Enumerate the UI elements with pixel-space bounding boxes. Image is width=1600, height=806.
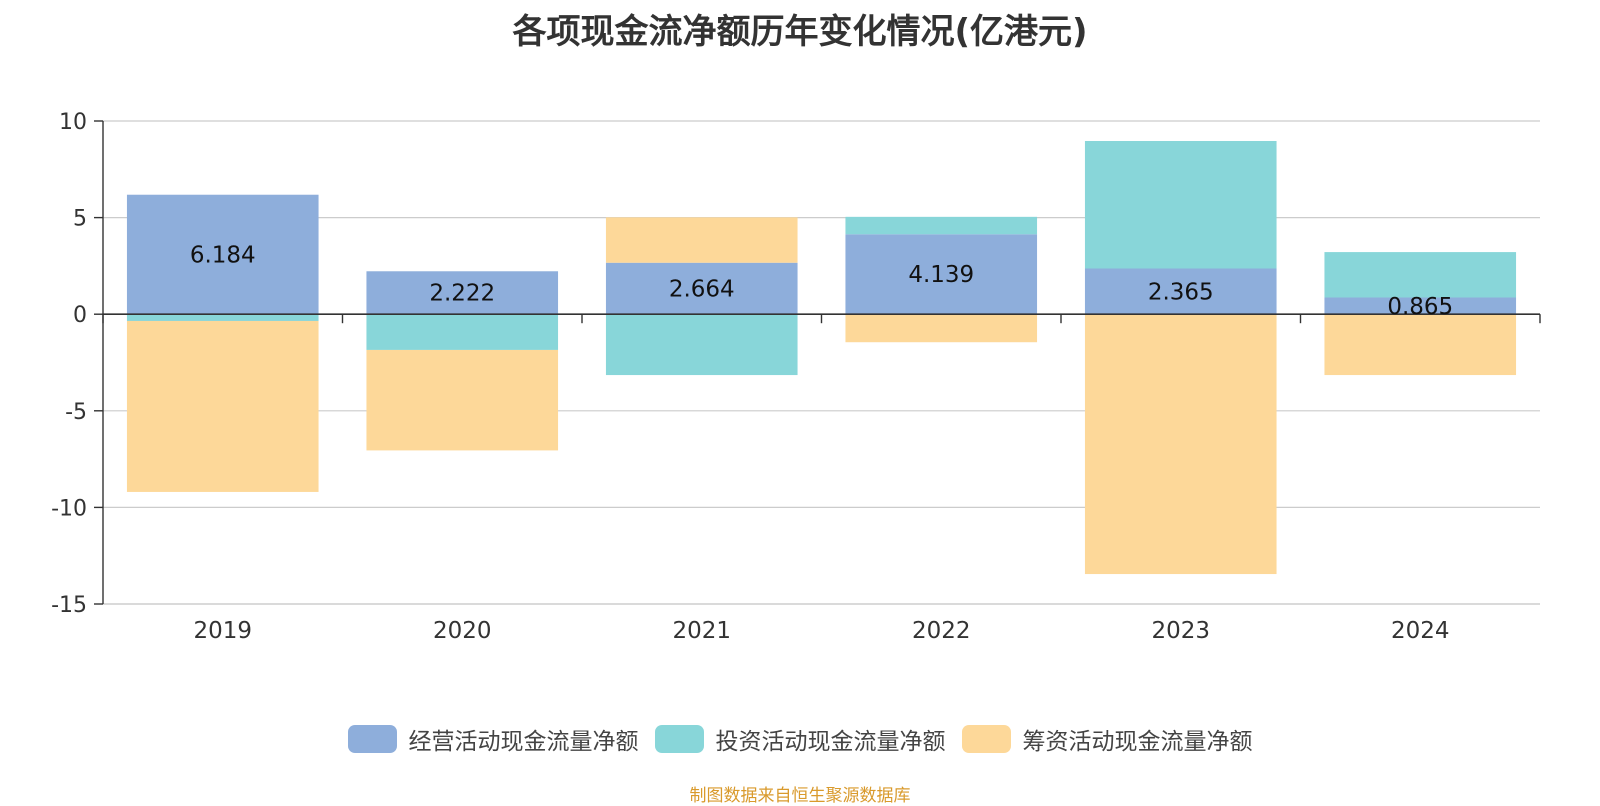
x-tick-label: 2021 — [672, 618, 731, 644]
data-labels: 6.184 2.222 2.664 4.139 2.365 0.865 — [190, 242, 1453, 319]
legend-swatch — [654, 725, 704, 753]
y-tick-label: -5 — [65, 400, 87, 425]
source-note: 制图数据来自恒生聚源数据库 — [689, 786, 911, 806]
bar-1-2023 — [1084, 140, 1277, 269]
legend-item[interactable]: 投资活动现金流量净额 — [654, 722, 946, 756]
bar-1-2021 — [605, 314, 798, 376]
bar-2-2024 — [1324, 314, 1517, 376]
bar-1-2019 — [126, 314, 319, 321]
data-label: 2.365 — [1148, 279, 1214, 305]
y-tick-label: -15 — [51, 593, 87, 618]
x-tick-label: 2023 — [1151, 618, 1210, 644]
data-label: 4.139 — [908, 262, 974, 288]
bar-0-2020 — [366, 271, 559, 315]
legend-label: 经营活动现金流量净额 — [408, 729, 639, 755]
legend-item[interactable]: 筹资活动现金流量净额 — [961, 722, 1253, 756]
y-tick-label: 0 — [73, 303, 87, 328]
bar-0-2022 — [845, 234, 1038, 315]
x-tick-label: 2024 — [1391, 618, 1450, 644]
bar-0-2021 — [605, 262, 798, 315]
legend: 经营活动现金流量净额 投资活动现金流量净额 筹资活动现金流量净额 — [0, 722, 1600, 756]
bar-1-2020 — [366, 314, 559, 350]
bar-2-2021 — [605, 217, 798, 263]
legend-label: 投资活动现金流量净额 — [715, 729, 946, 755]
axes: 10 5 0 -5 -10 -15 2019 2020 2021 2022 2023 2024 — [51, 110, 1541, 644]
bar-2-2019 — [126, 320, 319, 492]
bar-0-2023 — [1084, 268, 1277, 315]
bars — [126, 140, 1517, 575]
y-tick-label: -10 — [51, 496, 87, 521]
bar-2-2023 — [1084, 314, 1277, 575]
bar-2-2022 — [845, 314, 1038, 343]
x-tick-label: 2022 — [912, 618, 971, 644]
data-label: 2.222 — [429, 281, 495, 307]
y-tick-label: 10 — [59, 110, 87, 135]
data-label: 6.184 — [190, 242, 256, 268]
bar-0-2024 — [1324, 297, 1517, 315]
gridlines — [103, 120, 1540, 605]
x-tick-label: 2020 — [433, 618, 492, 644]
legend-swatch — [961, 725, 1011, 753]
y-tick-label: 5 — [73, 207, 87, 232]
bar-0-2019 — [126, 194, 319, 315]
data-label: 2.664 — [669, 276, 735, 302]
legend-swatch — [347, 725, 397, 753]
bar-2-2020 — [366, 349, 559, 451]
legend-label: 筹资活动现金流量净额 — [1022, 729, 1253, 755]
x-tick-label: 2019 — [193, 618, 252, 644]
data-label: 0.865 — [1387, 294, 1453, 320]
bar-1-2024 — [1324, 252, 1517, 298]
chart-title: 各项现金流净额历年变化情况(亿港元) — [512, 12, 1088, 52]
bar-1-2022 — [845, 216, 1038, 235]
legend-item[interactable]: 经营活动现金流量净额 — [347, 722, 639, 756]
